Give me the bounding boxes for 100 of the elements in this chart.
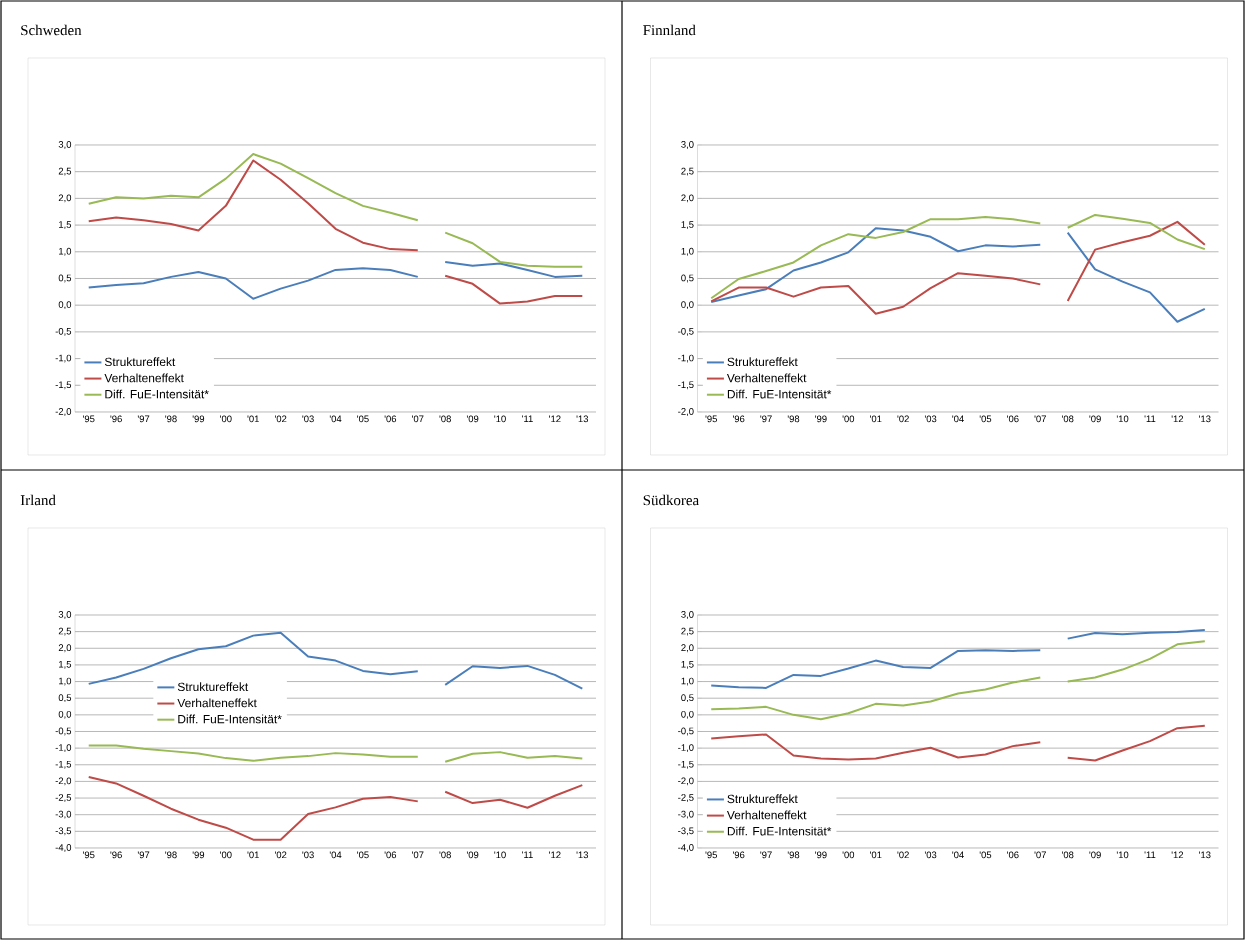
y-tick-label: 3,0 [58, 141, 72, 149]
x-tick-label: '98 [787, 415, 800, 423]
x-tick-label: '11 [1144, 415, 1156, 423]
chart-title: Schweden [21, 24, 82, 36]
y-tick-label: 1,0 [681, 247, 694, 256]
x-tick-label: '07 [1034, 851, 1046, 859]
x-tick-label: '01 [870, 415, 882, 423]
y-tick-label: 2,0 [681, 644, 694, 653]
x-tick-label: '02 [897, 415, 909, 423]
line-series [444, 274, 584, 305]
legend-label: Struktureffekt [727, 794, 798, 804]
y-tick-label: -0,5 [678, 727, 694, 736]
x-tick-label: '05 [357, 415, 369, 423]
x-tick-label: '03 [924, 415, 937, 423]
x-tick-label: '95 [705, 415, 717, 423]
x-tick-label: '04 [952, 851, 964, 859]
x-tick-label: '00 [220, 851, 232, 859]
y-tick-label: 0,5 [681, 274, 694, 283]
x-tick-label: '06 [384, 851, 397, 859]
line-series [710, 216, 1042, 300]
x-tick-label: '10 [494, 415, 506, 423]
y-tick-label: -1,5 [678, 760, 694, 769]
x-tick-label: '08 [439, 415, 451, 423]
legend-label: Verhalteneffekt [726, 810, 807, 820]
x-tick-label: '95 [705, 851, 717, 859]
y-tick-label: 1,0 [59, 677, 72, 686]
line-series [444, 664, 584, 690]
x-tick-label: '99 [192, 415, 205, 423]
x-tick-label: '13 [576, 851, 589, 859]
legend-label: Diff. FuE-Intensität* [727, 389, 832, 399]
x-tick-label: '06 [1007, 415, 1019, 423]
x-tick-label: '95 [83, 851, 95, 859]
y-tick-label: -1,0 [55, 744, 72, 753]
x-tick-label: '09 [1089, 851, 1101, 859]
x-tick-label: '08 [439, 851, 451, 859]
x-tick-label: '09 [466, 415, 479, 423]
x-tick-label: '96 [110, 851, 122, 859]
y-tick-label: 1,5 [681, 661, 694, 669]
chart-title: Finnland [643, 24, 696, 36]
x-tick-label: '11 [522, 415, 533, 423]
line-series [1066, 628, 1206, 640]
y-tick-label: 1,5 [59, 221, 72, 229]
line-series [87, 153, 419, 222]
x-tick-label: '01 [247, 851, 259, 859]
x-tick-label: '05 [357, 851, 369, 859]
y-tick-label: -1,5 [55, 760, 72, 769]
x-tick-label: '96 [110, 415, 122, 423]
x-tick-label: '98 [165, 851, 177, 859]
line-series [87, 776, 419, 841]
y-tick-label: -1,5 [55, 381, 72, 390]
line-series [444, 784, 584, 809]
x-tick-label: '98 [165, 415, 177, 423]
legend-label: Verhalteneffekt [104, 373, 184, 383]
y-tick-label: 3,0 [681, 141, 694, 149]
chart-title: Südkorea [643, 494, 699, 506]
y-tick-label: 1,5 [681, 221, 694, 229]
line-series [710, 272, 1042, 315]
y-tick-label: 1,0 [681, 677, 694, 686]
y-tick-label: 0,0 [58, 301, 72, 310]
x-tick-label: '00 [220, 415, 232, 423]
x-tick-label: '09 [1089, 415, 1101, 423]
x-tick-label: '00 [842, 415, 855, 423]
y-tick-label: -0,5 [678, 327, 694, 336]
x-tick-label: '05 [979, 851, 992, 859]
x-tick-label: '02 [274, 851, 287, 859]
chart-title: Irland [20, 494, 56, 506]
y-tick-label: 2,0 [681, 194, 694, 203]
x-tick-label: '00 [842, 851, 855, 859]
y-tick-label: 0,5 [58, 274, 72, 283]
x-tick-label: '96 [732, 851, 745, 859]
y-tick-label: -4,0 [55, 844, 72, 852]
x-tick-label: '11 [1144, 851, 1156, 859]
x-tick-label: '08 [1062, 851, 1074, 859]
y-tick-label: -2,0 [678, 777, 694, 786]
y-tick-label: -2,0 [55, 408, 72, 416]
y-tick-label: -0,5 [55, 327, 72, 336]
x-tick-label: '03 [302, 415, 314, 423]
y-tick-label: -1,0 [678, 744, 694, 753]
x-tick-label: '06 [1007, 851, 1019, 859]
y-tick-label: 2,5 [681, 627, 694, 636]
x-tick-label: '98 [787, 851, 800, 859]
y-tick-label: 2,5 [681, 167, 694, 176]
x-tick-label: '99 [815, 851, 827, 859]
legend-label: Verhalteneffekt [726, 373, 807, 383]
line-series [444, 231, 584, 268]
x-tick-label: '96 [732, 415, 745, 423]
x-tick-label: '11 [522, 851, 533, 859]
line-series [87, 159, 419, 252]
line-series [444, 260, 584, 278]
x-tick-label: '07 [412, 415, 424, 423]
line-series [1066, 213, 1206, 251]
line-series [87, 744, 419, 762]
y-tick-label: -2,0 [678, 408, 694, 416]
line-series [1066, 220, 1206, 302]
y-tick-label: 0,0 [681, 710, 694, 719]
x-tick-label: '04 [329, 415, 342, 423]
y-tick-label: -3,5 [678, 827, 694, 836]
line-series [710, 649, 1042, 689]
line-series [710, 676, 1042, 721]
y-tick-label: -0,5 [55, 727, 72, 736]
